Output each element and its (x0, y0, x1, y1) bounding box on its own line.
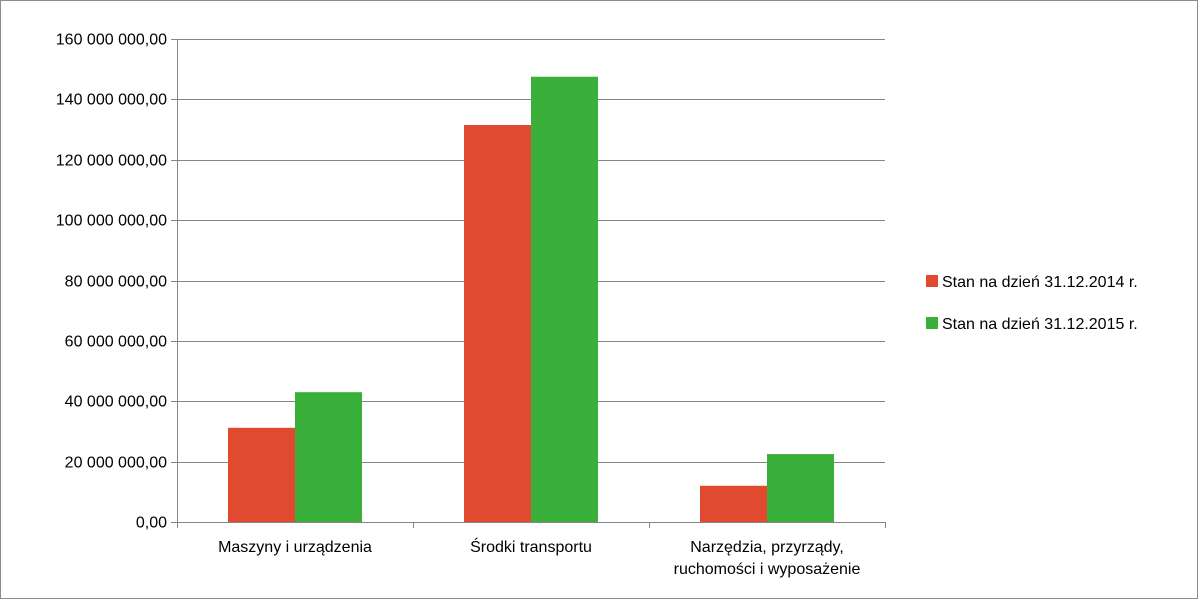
legend-label: Stan na dzień 31.12.2015 r. (942, 316, 1138, 333)
legend-swatch (926, 317, 938, 329)
x-category-label: Maszyny i urządzenia (218, 539, 372, 556)
y-tick-label: 120 000 000,00 (56, 153, 167, 170)
y-axis-tick-labels: 0,00 20 000 000,00 40 000 000,00 60 000 000… (56, 32, 167, 532)
bar-2-1 (295, 392, 362, 522)
x-category-label: Narzędzia, przyrządy, ruchomości i wyposa… (674, 539, 861, 578)
y-tick-label: 100 000 000,00 (56, 213, 167, 230)
x-axis-category-labels: Maszyny i urządzenia Środki transportu Nar… (218, 537, 860, 578)
y-tick-label: 60 000 000,00 (65, 334, 167, 351)
legend-swatch (926, 275, 938, 287)
x-category-label: Środki transportu (470, 537, 592, 556)
y-tick-label: 20 000 000,00 (65, 455, 167, 472)
bar-1-1 (228, 427, 295, 522)
bar-2-2 (531, 76, 598, 522)
y-tick-label: 40 000 000,00 (65, 394, 167, 411)
y-tick-label: 0,00 (136, 515, 167, 532)
axes (171, 39, 886, 528)
y-tick-label: 140 000 000,00 (56, 92, 167, 109)
legend: Stan na dzień 31.12.2014 r. Stan na dzień… (926, 274, 1138, 333)
bar-2-3 (767, 454, 834, 522)
y-tick-label: 80 000 000,00 (65, 274, 167, 291)
bar-1-2 (464, 125, 531, 523)
bar-1-3 (700, 485, 767, 522)
y-tick-label: 160 000 000,00 (56, 32, 167, 49)
legend-label: Stan na dzień 31.12.2014 r. (942, 274, 1138, 291)
bars (228, 76, 834, 523)
